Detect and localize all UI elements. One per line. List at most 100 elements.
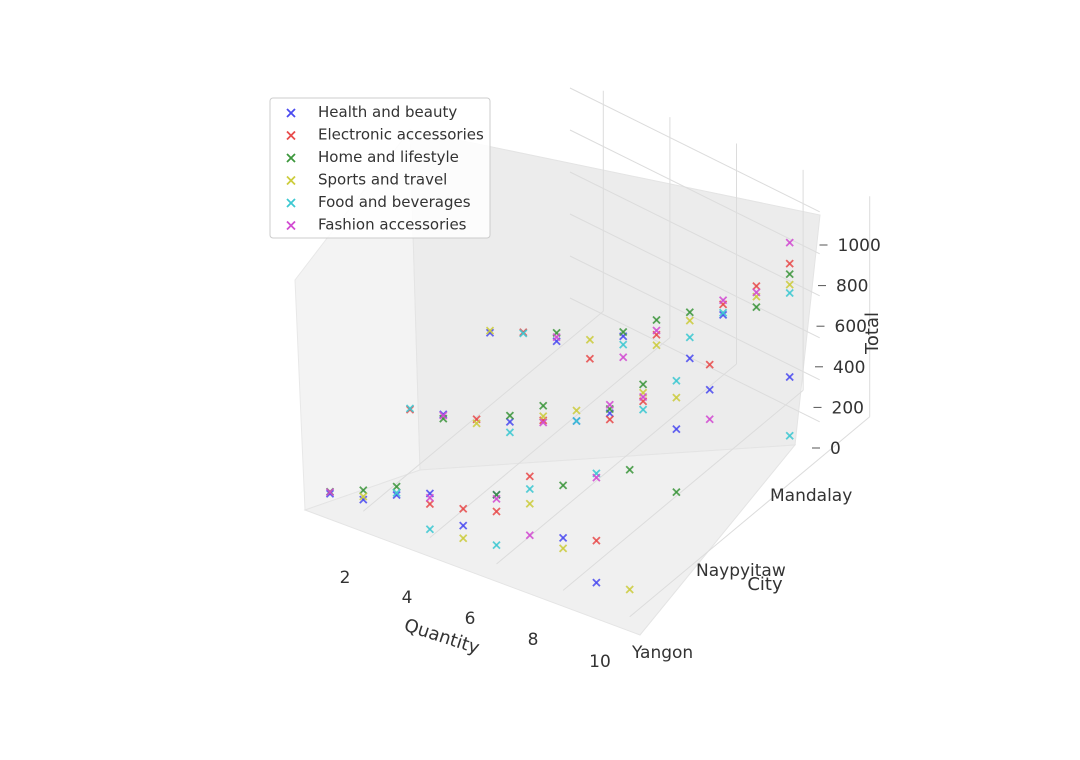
- data-point: [525, 484, 534, 494]
- data-point: [459, 534, 468, 543]
- legend-label: Home and lifestyle: [318, 148, 459, 166]
- data-point: [705, 415, 714, 424]
- data-point: [519, 329, 528, 338]
- data-point: [405, 404, 415, 413]
- legend-label: Fashion accessories: [318, 216, 467, 234]
- z-tick-label: 1000: [838, 236, 881, 256]
- z-tick-label: 800: [836, 277, 868, 297]
- data-point: [592, 536, 601, 545]
- data-point: [672, 393, 681, 402]
- x-tick-label: 2: [340, 568, 351, 588]
- data-point: [619, 327, 628, 337]
- y-tick-label: Naypyitaw: [696, 561, 786, 581]
- data-point: [672, 376, 681, 385]
- data-point: [505, 417, 515, 427]
- floor-pane: [303, 444, 797, 636]
- data-point: [652, 315, 661, 325]
- data-point: [685, 333, 694, 342]
- data-point: [459, 504, 468, 513]
- data-point: [605, 400, 614, 409]
- data-point: [705, 385, 714, 394]
- data-point: [492, 540, 501, 550]
- data-point: [325, 489, 335, 498]
- legend-item: Health and beauty: [286, 103, 457, 121]
- data-point: [425, 525, 435, 534]
- axis-ticks: 2 4 6 8 10 Yangon Naypyitaw Mandalay 0 200 400 600 8…: [340, 236, 881, 672]
- data-point: [425, 499, 435, 509]
- x-tick-label: 10: [589, 652, 611, 672]
- x-tick-label: 8: [528, 630, 539, 650]
- legend-label: Food and beverages: [318, 193, 471, 211]
- z-tick-label: 200: [832, 398, 864, 418]
- x-tick-label: 6: [465, 609, 476, 629]
- data-point: [539, 412, 548, 421]
- z-tick-label: 600: [835, 317, 867, 337]
- data-point: [625, 585, 634, 594]
- z-gridline: [569, 213, 820, 339]
- data-point: [525, 472, 534, 481]
- data-point: [558, 533, 568, 543]
- data-point: [439, 414, 448, 423]
- data-point: [619, 340, 628, 349]
- z-gridline: [569, 255, 820, 381]
- z-tick-label: 400: [833, 358, 865, 378]
- z-gridline: [569, 87, 820, 213]
- data-point: [572, 406, 581, 415]
- data-point: [685, 308, 694, 317]
- data-point: [392, 482, 401, 491]
- data-point: [472, 419, 481, 428]
- data-point: [718, 296, 728, 305]
- data-point: [525, 499, 534, 508]
- data-point: [585, 354, 595, 363]
- data-point: [785, 431, 794, 440]
- data-point: [652, 326, 661, 335]
- z-gridline: [569, 171, 820, 297]
- data-point: [459, 521, 468, 530]
- legend-label: Electronic accessories: [318, 126, 484, 144]
- data-point: [485, 326, 495, 335]
- data-point: [638, 380, 648, 389]
- legend-item: Fashion accessories: [286, 216, 467, 234]
- data-point: [392, 490, 401, 500]
- y-tick-label: Yangon: [631, 643, 693, 663]
- legend: Health and beauty Electronic accessories H…: [269, 97, 491, 239]
- z-axis-label: Total: [862, 312, 883, 355]
- data-point: [672, 487, 681, 497]
- grid-lines: [362, 87, 871, 618]
- legend-item: Sports and travel: [286, 171, 447, 189]
- floor-gridline: [562, 390, 804, 591]
- y-axis-label: City: [747, 574, 783, 595]
- data-point: [539, 401, 548, 410]
- data-point: [359, 486, 368, 495]
- data-point: [785, 372, 794, 382]
- data-point: [752, 281, 761, 291]
- data-point: [525, 531, 534, 540]
- data-point: [492, 494, 501, 504]
- floor-gridline: [629, 416, 871, 618]
- data-point: [652, 341, 661, 350]
- floor-gridline: [362, 310, 604, 512]
- data-point: [485, 328, 495, 337]
- data-point: [752, 302, 761, 312]
- data-point: [685, 316, 694, 325]
- data-point: [359, 492, 368, 501]
- data-point: [718, 310, 728, 320]
- z-gridline: [569, 129, 820, 255]
- data-point: [539, 418, 548, 427]
- floor-gridline: [496, 363, 737, 565]
- data-point: [785, 288, 794, 298]
- data-point: [785, 280, 794, 289]
- data-point: [685, 354, 694, 363]
- legend-label: Health and beauty: [318, 103, 457, 121]
- legend-item: Electronic accessories: [286, 126, 484, 144]
- legend-item: Home and lifestyle: [286, 148, 459, 166]
- data-point: [752, 288, 761, 297]
- data-point: [718, 308, 728, 317]
- z-tick-label: 0: [830, 439, 841, 459]
- data-point: [325, 487, 335, 497]
- data-point: [492, 507, 501, 516]
- data-point: [392, 488, 401, 498]
- data-point: [558, 544, 568, 553]
